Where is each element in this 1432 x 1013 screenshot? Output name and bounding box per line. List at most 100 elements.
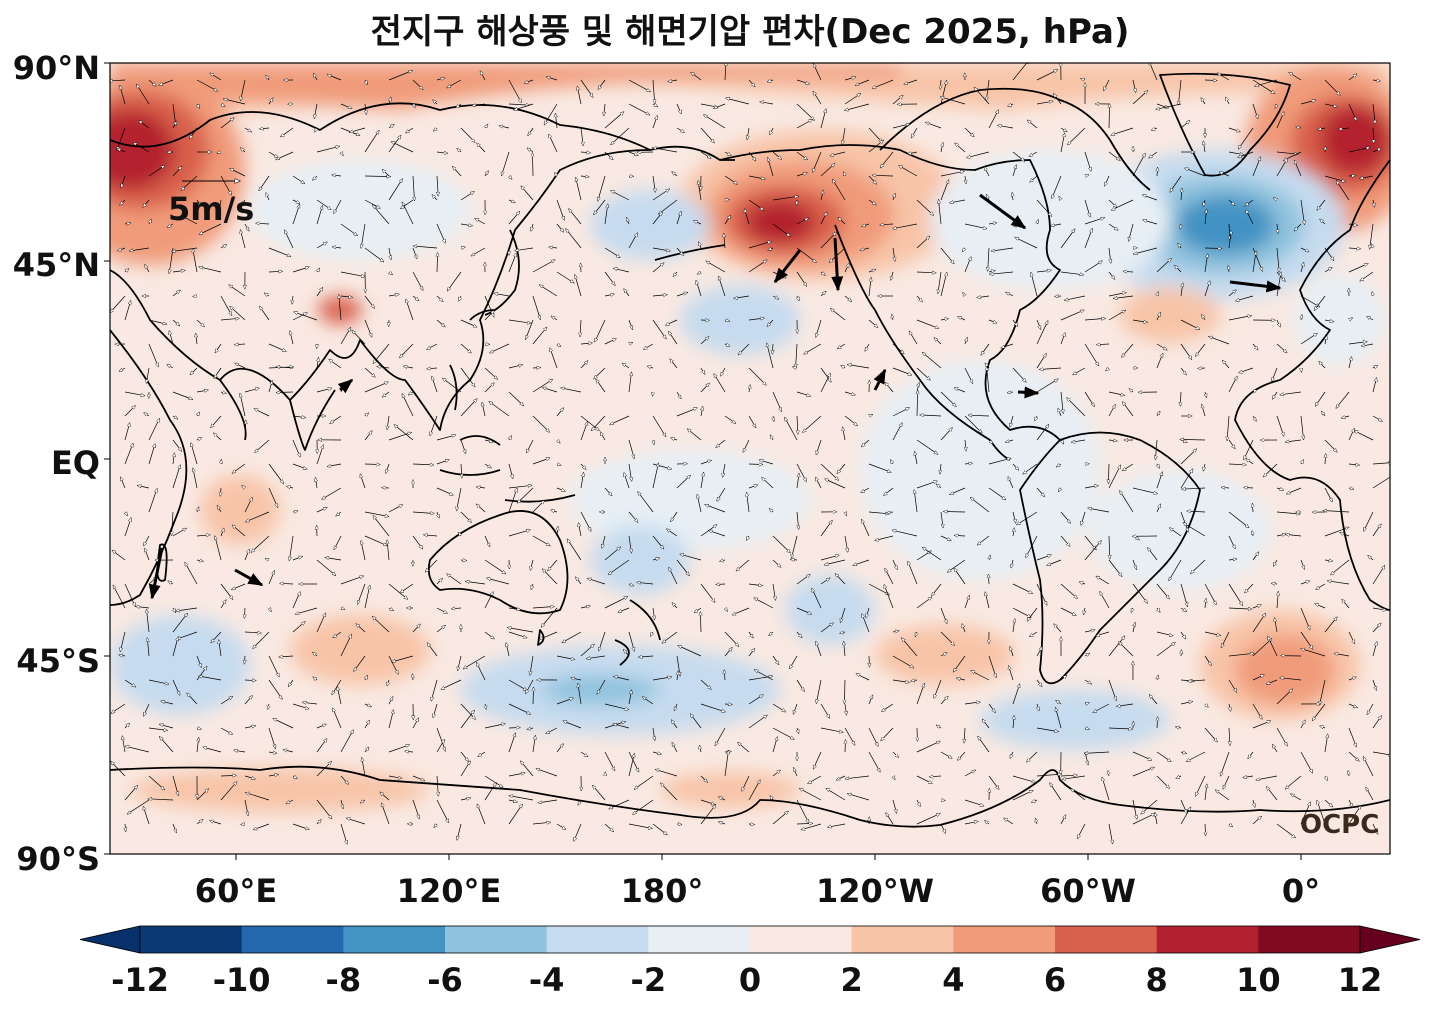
wind-vector (673, 271, 678, 276)
wind-vector (604, 103, 605, 116)
wind-vector (950, 199, 966, 203)
wind-vector (499, 126, 510, 128)
wind-vector (1253, 390, 1257, 392)
wind-vector (748, 175, 765, 179)
wind-vector (281, 127, 294, 137)
wind-vector (1336, 181, 1350, 201)
wind-vector (317, 358, 319, 369)
coastlines (110, 72, 1390, 828)
lon-tick-60e: 60°E (195, 872, 277, 910)
wind-vector (1203, 199, 1205, 207)
wind-vector (988, 110, 998, 129)
wind-vector (292, 199, 300, 203)
wind-vector (964, 257, 971, 273)
wind-vector (596, 379, 606, 393)
wind-vector (622, 363, 630, 369)
wind-vector (1336, 391, 1350, 408)
wind-vector (694, 221, 702, 225)
lat-tick-45s: 45°S (16, 642, 100, 680)
wind-vector (988, 271, 995, 273)
wind-vector (1372, 378, 1377, 393)
wind-vector (844, 172, 845, 176)
wind-vector (892, 124, 910, 129)
wind-vector (796, 218, 809, 225)
wind-vector (844, 415, 857, 426)
wind-vector (671, 438, 678, 440)
wind-vector (725, 63, 726, 81)
wind-vector (240, 393, 246, 417)
wind-vector (259, 175, 270, 191)
wind-vector (652, 175, 655, 192)
wind-vector (285, 230, 294, 249)
colorbar-tick-label: 2 (841, 961, 863, 999)
wind-vector (1060, 391, 1063, 413)
wind-vector (221, 104, 225, 106)
wind-vector (628, 79, 650, 92)
colorbar-tick-label: 12 (1338, 961, 1383, 999)
wind-vector (772, 391, 782, 412)
wind-vector (124, 301, 131, 321)
wind-vector (604, 151, 613, 160)
lon-tick-120w: 120°W (816, 872, 934, 910)
wind-vector (576, 177, 582, 201)
wind-vector (716, 584, 726, 585)
wind-vector (748, 464, 763, 465)
wind-vector (820, 212, 827, 225)
wind-vector (332, 247, 342, 248)
wind-vector (721, 367, 726, 376)
wind-vector (196, 319, 204, 327)
wind-vector (628, 103, 650, 115)
wind-vector (1300, 333, 1317, 345)
wind-vector (1325, 146, 1326, 153)
wind-vector (542, 387, 558, 393)
wind-vector (494, 293, 510, 297)
wind-vector (244, 388, 259, 393)
wind-vector (892, 343, 904, 354)
wind-vector (891, 271, 893, 280)
wind-vector (527, 439, 534, 453)
wind-vector (1276, 247, 1279, 272)
colorbar-segment (343, 926, 446, 953)
wind-vector (940, 800, 945, 801)
wind-vector (1156, 353, 1163, 369)
longitude-axis: 60°E 120°E 180° 120°W 60°W 0° (195, 854, 1320, 910)
wind-vector (1178, 243, 1181, 249)
wind-vector (820, 109, 826, 129)
wind-vector (406, 299, 414, 321)
wind-vector (940, 272, 947, 297)
wind-vector (373, 343, 390, 363)
wind-vector (797, 295, 799, 301)
lon-tick-60w: 60°W (1040, 872, 1136, 910)
wind-vector (214, 433, 222, 441)
wind-vector (868, 140, 884, 153)
wind-vector (1133, 247, 1158, 254)
wind-vector (1348, 103, 1357, 121)
wind-vector (1111, 127, 1134, 135)
wind-vector (1051, 224, 1062, 226)
wind-vector (509, 436, 511, 441)
wind-vector (292, 295, 293, 304)
wind-vector (580, 422, 588, 441)
wind-vector (628, 319, 633, 330)
wind-vector (1097, 344, 1110, 345)
wind-vector (316, 199, 331, 210)
wind-vector (892, 95, 903, 105)
colorbar-tick-label: 10 (1236, 961, 1281, 999)
wind-vector (714, 103, 726, 109)
wind-vector (748, 199, 764, 210)
wind-vector (598, 79, 606, 89)
wind-vector (772, 151, 782, 159)
colorbar-segment (953, 926, 1056, 953)
wind-vector (1228, 266, 1229, 273)
wind-vector (591, 415, 606, 431)
wind-vector (1276, 158, 1287, 177)
wind-vector (724, 200, 729, 201)
wind-vector (1204, 80, 1217, 81)
wind-vector (159, 79, 174, 85)
wind-vector (1152, 128, 1158, 130)
wind-vector (533, 153, 534, 177)
wind-vector (916, 236, 930, 249)
wind-vector (400, 343, 414, 358)
wind-vector (121, 175, 126, 188)
wind-vector (1035, 415, 1037, 421)
